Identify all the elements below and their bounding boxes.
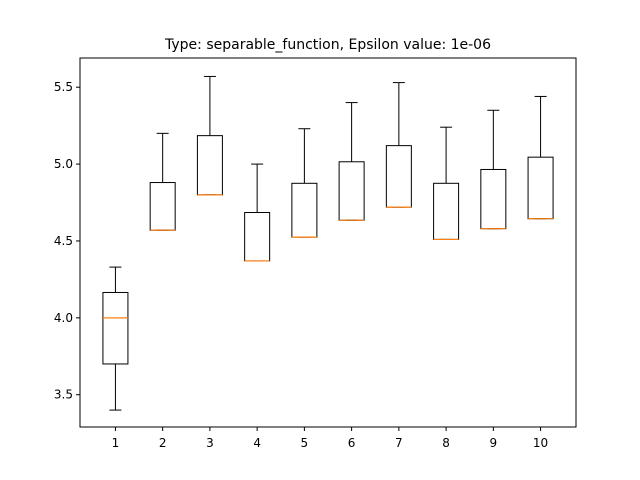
x-tick-label: 3 [206,436,214,450]
y-tick-label: 5.5 [54,80,73,94]
box-6 [338,102,365,221]
box-1 [102,266,129,411]
x-tick-label: 7 [395,436,403,450]
box-4 [244,163,271,262]
y-tick-label: 3.5 [54,388,73,402]
axes-frame [79,57,577,428]
y-tick-label: 4.5 [54,234,73,248]
x-tick-label: 2 [159,436,167,450]
box-iqr [102,291,129,365]
plot-area [102,75,554,411]
box-9 [480,109,507,230]
x-tick-label: 9 [490,436,498,450]
x-tick-label: 8 [442,436,450,450]
x-tick-label: 1 [112,436,120,450]
x-tick-label: 4 [253,436,261,450]
chart-title: Type: separable_function, Epsilon value:… [164,37,491,53]
box-5 [291,128,318,238]
x-tick-label: 5 [301,436,309,450]
y-tick-label: 4.0 [54,311,73,325]
y-tick-label: 5.0 [54,157,73,171]
x-tick-label: 10 [533,436,548,450]
box-3 [196,75,223,196]
box-10 [527,95,554,220]
x-axis: 1 2 3 4 5 6 7 8 9 10 [112,427,548,450]
box-7 [385,82,412,208]
box-8 [433,126,460,241]
box-2 [149,132,176,231]
x-tick-label: 6 [348,436,356,450]
y-axis: 3.5 4.0 4.5 5.0 5.5 [54,80,80,402]
